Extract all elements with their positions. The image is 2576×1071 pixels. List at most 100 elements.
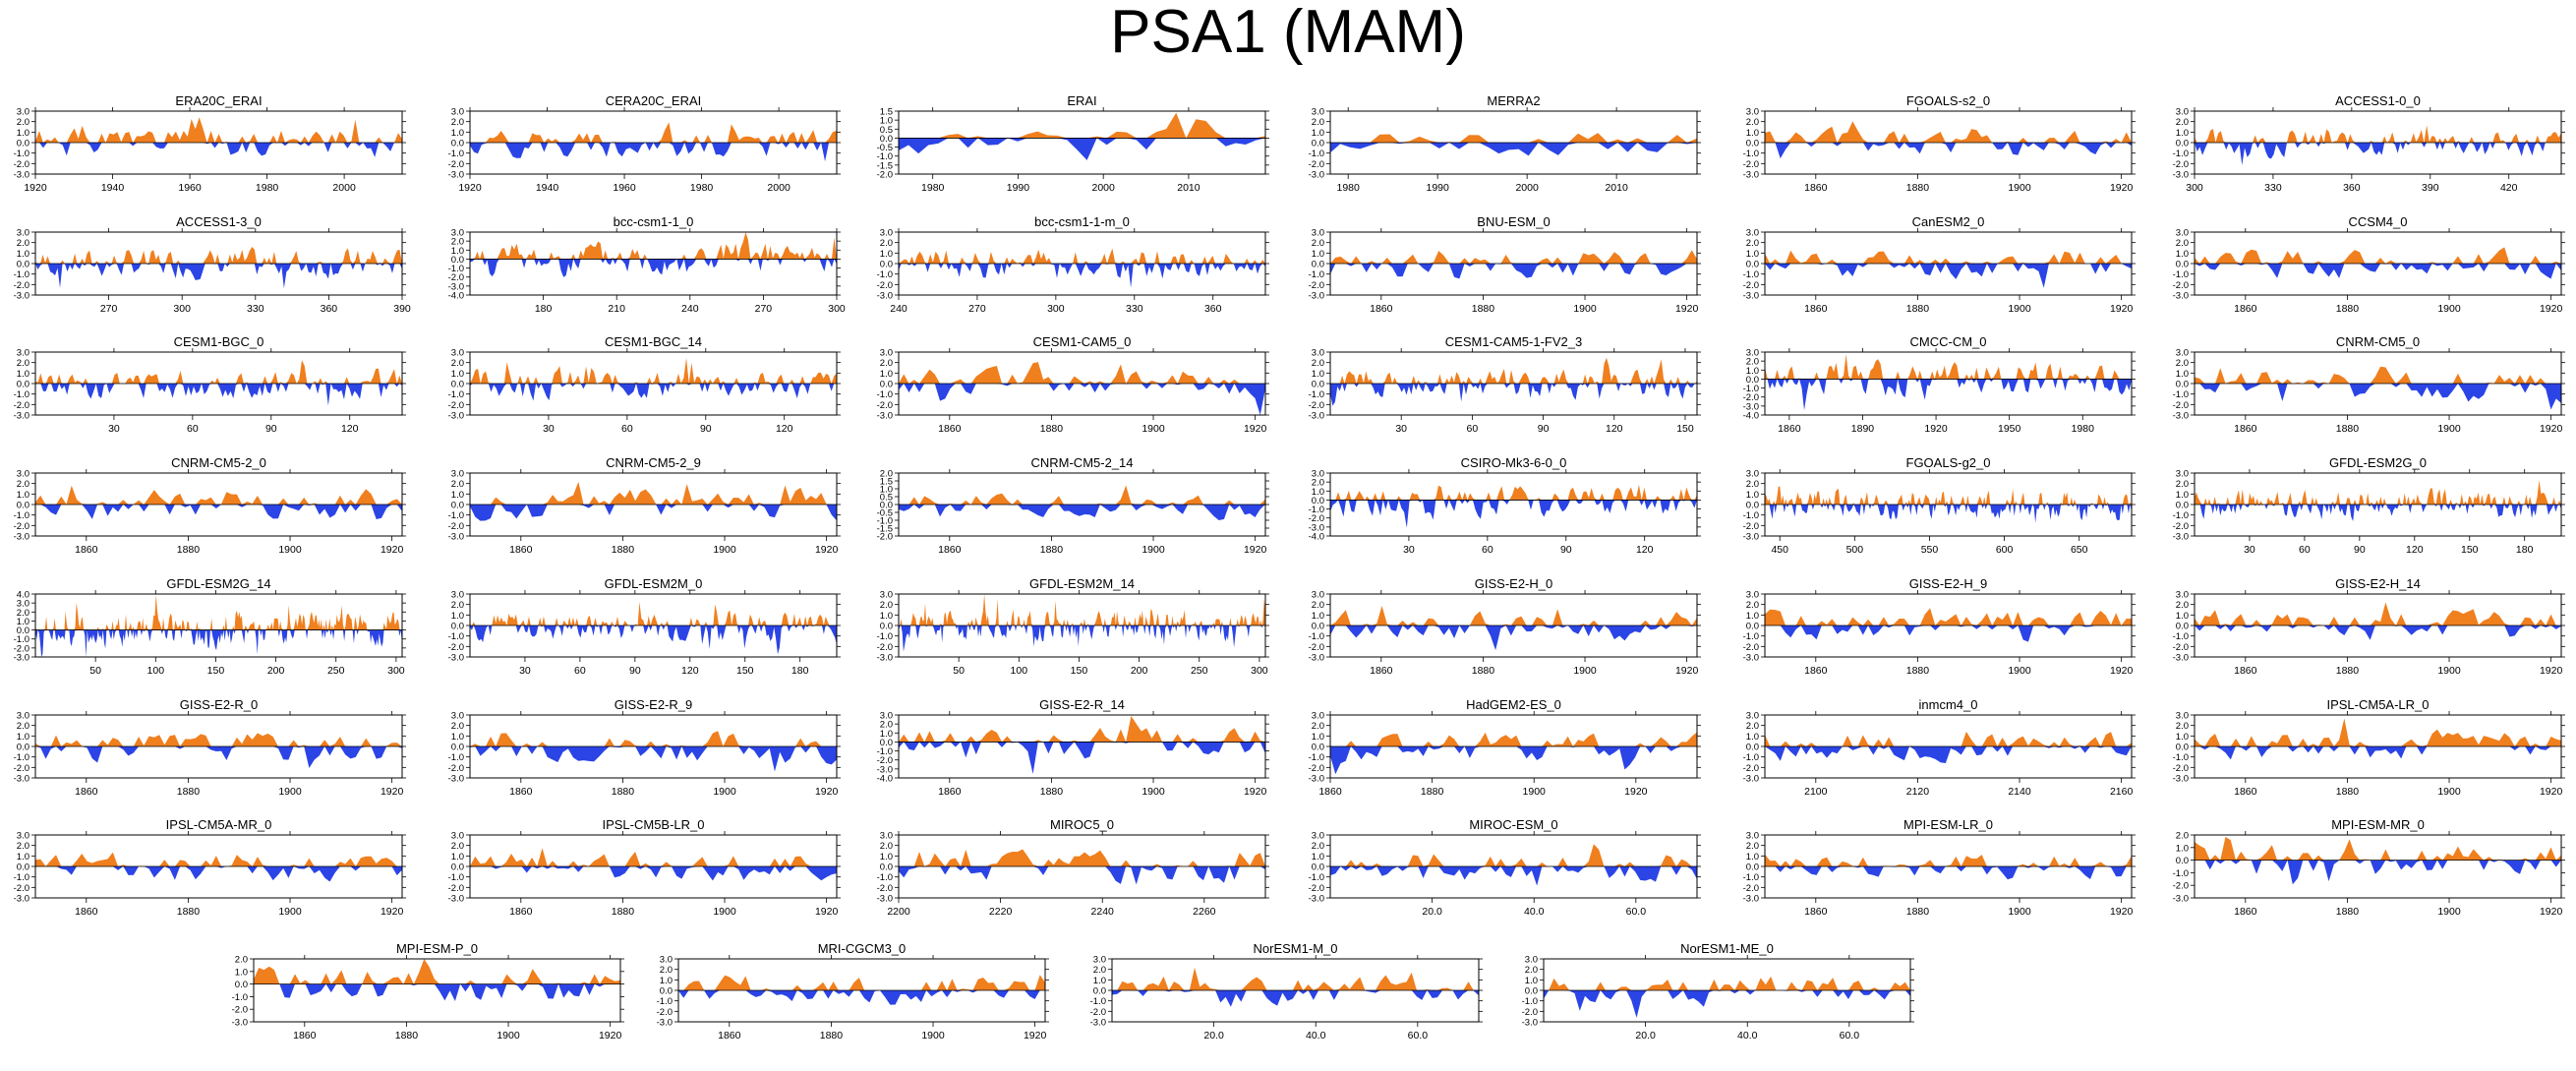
y-tick-label: -3.0 bbox=[1743, 653, 1759, 664]
plot-frame bbox=[2194, 834, 2562, 899]
y-tick-label: 1.0 bbox=[1746, 490, 1759, 501]
x-tick-label: 1880 bbox=[2336, 303, 2360, 315]
negative-area bbox=[470, 746, 837, 772]
x-tick-label: 1920 bbox=[1244, 544, 1267, 556]
x-tick-label: 20.0 bbox=[1422, 906, 1442, 918]
y-tick-label: 3.0 bbox=[1312, 228, 1324, 239]
y-tick-label: 0.0 bbox=[880, 380, 893, 390]
negative-area bbox=[1765, 143, 2132, 159]
panel-CESM1-BGC_14: CESM1-BGC_14 3.02.01.00.0-1.0-2.0-3.0 30 60… bbox=[448, 334, 841, 435]
x-tick-label: 1900 bbox=[1573, 665, 1597, 677]
x-tick-label: 1880 bbox=[177, 544, 201, 556]
panel-title: bcc-csm1-1-m_0 bbox=[1034, 214, 1130, 229]
y-tick-label: -1.0 bbox=[1743, 269, 1759, 280]
y-tick-label: -2.0 bbox=[448, 159, 464, 170]
y-tick-label: 3.0 bbox=[880, 228, 893, 239]
y-tick-label: -1.0 bbox=[877, 269, 893, 280]
y-tick-label: 0.0 bbox=[2176, 856, 2189, 866]
x-tick-label: 1880 bbox=[820, 1030, 844, 1041]
panel-title: CNRM-CM5-2_0 bbox=[171, 455, 266, 470]
y-tick-label: 2.0 bbox=[2176, 238, 2189, 249]
y-tick-label: 2.0 bbox=[1746, 238, 1759, 249]
x-tick-label: 1860 bbox=[2234, 665, 2257, 677]
y-tick-label: 3.0 bbox=[1093, 955, 1106, 966]
panel-title: MPI-ESM-MR_0 bbox=[2331, 817, 2425, 832]
x-tick-label: 150 bbox=[2461, 544, 2479, 556]
y-tick-label: -1.0 bbox=[14, 752, 29, 763]
y-tick-label: 1.0 bbox=[17, 128, 29, 139]
x-tick-label: 150 bbox=[207, 665, 225, 677]
x-tick-label: 1920 bbox=[2110, 906, 2134, 918]
negative-area bbox=[35, 384, 402, 406]
x-tick-label: 1920 bbox=[815, 906, 839, 918]
x-tick-label: 90 bbox=[700, 423, 712, 435]
y-tick-label: -3.0 bbox=[448, 653, 464, 664]
y-tick-label: -2.0 bbox=[1743, 763, 1759, 774]
y-tick-label: 1.0 bbox=[1312, 611, 1324, 622]
x-tick-label: 1900 bbox=[2437, 423, 2461, 435]
positive-area bbox=[678, 975, 1045, 990]
negative-area bbox=[2195, 505, 2561, 522]
y-tick-label: -2.0 bbox=[1309, 159, 1324, 170]
x-tick-label: 1880 bbox=[395, 1030, 419, 1041]
panel-title: MPI-ESM-P_0 bbox=[396, 941, 478, 956]
x-tick-label: 500 bbox=[1846, 544, 1864, 556]
y-tick-label: -1.0 bbox=[877, 872, 893, 883]
x-tick-label: 360 bbox=[321, 303, 338, 315]
panel-IPSL-CM5A-MR_0: IPSL-CM5A-MR_0 3.02.01.00.0-1.0-2.0-3.0 18… bbox=[14, 817, 406, 918]
panel-title: GFDL-ESM2G_14 bbox=[166, 576, 270, 591]
x-tick-label: 1860 bbox=[293, 1030, 317, 1041]
positive-area bbox=[35, 852, 402, 866]
y-tick-label: -3.0 bbox=[2173, 291, 2189, 302]
y-tick-label: -2.0 bbox=[877, 883, 893, 894]
panel-CESM1-BGC_0: CESM1-BGC_0 3.02.01.00.0-1.0-2.0-3.0 30 60 9… bbox=[14, 334, 406, 435]
y-tick-label: 3.0 bbox=[17, 831, 29, 842]
y-tick-label: -3.0 bbox=[2173, 170, 2189, 181]
y-tick-label: 2.0 bbox=[451, 600, 464, 611]
panel-NorESM1-M_0: NorESM1-M_0 3.02.01.00.0-1.0-2.0-3.0 20.0 4… bbox=[1090, 941, 1483, 1041]
y-tick-label: 1.0 bbox=[660, 976, 673, 986]
y-tick-label: -3.0 bbox=[1309, 894, 1324, 905]
panel-CESM1-CAM5_0: CESM1-CAM5_0 3.02.01.00.0-1.0-2.0-3.0 1860… bbox=[877, 334, 1269, 435]
x-tick-label: 1920 bbox=[815, 544, 839, 556]
x-tick-label: 1960 bbox=[613, 182, 636, 194]
positive-area bbox=[899, 594, 1265, 625]
y-tick-label: -3.0 bbox=[877, 764, 893, 775]
x-tick-label: 50 bbox=[89, 665, 101, 677]
y-tick-label: -2.0 bbox=[14, 521, 29, 532]
x-tick-label: 1980 bbox=[921, 182, 945, 194]
y-tick-label: 0.0 bbox=[451, 743, 464, 753]
x-tick-label: 270 bbox=[968, 303, 986, 315]
panel-title: GFDL-ESM2M_14 bbox=[1029, 576, 1135, 591]
positive-area bbox=[2195, 602, 2561, 625]
y-tick-label: -2.0 bbox=[877, 532, 893, 543]
positive-area bbox=[1544, 976, 1910, 990]
x-tick-label: 50 bbox=[953, 665, 965, 677]
y-tick-label: 0.0 bbox=[2176, 380, 2189, 390]
y-tick-label: 1.0 bbox=[880, 611, 893, 622]
x-tick-label: 90 bbox=[265, 423, 277, 435]
y-tick-label: 2.0 bbox=[451, 721, 464, 732]
y-tick-label: -2.0 bbox=[14, 883, 29, 894]
y-tick-label: 3.0 bbox=[17, 599, 29, 610]
y-tick-label: 2.0 bbox=[1312, 238, 1324, 249]
y-tick-label: -1.0 bbox=[14, 269, 29, 280]
x-tick-label: 180 bbox=[2516, 544, 2534, 556]
x-tick-label: 1900 bbox=[278, 544, 302, 556]
x-tick-label: 1860 bbox=[718, 1030, 741, 1041]
y-tick-label: 2.0 bbox=[1312, 358, 1324, 369]
negative-area bbox=[470, 143, 837, 162]
x-tick-label: 150 bbox=[1676, 423, 1694, 435]
panel-title: CESM1-CAM5_0 bbox=[1033, 334, 1132, 349]
panel-CNRM-CM5-2_14: CNRM-CM5-2_14 2.01.51.00.50.0-0.5-1.0-1.5… bbox=[877, 455, 1269, 556]
y-tick-label: 3.0 bbox=[1746, 590, 1759, 601]
y-tick-label: 3.0 bbox=[2176, 469, 2189, 480]
y-tick-label: 3.0 bbox=[17, 711, 29, 722]
x-tick-label: 1890 bbox=[1851, 423, 1875, 435]
y-tick-label: -2.0 bbox=[2173, 159, 2189, 170]
y-tick-label: 4.0 bbox=[17, 590, 29, 601]
y-tick-label: 0.0 bbox=[1312, 743, 1324, 753]
y-tick-label: 3.0 bbox=[1312, 348, 1324, 359]
y-tick-label: -2.0 bbox=[1743, 159, 1759, 170]
x-tick-label: 1920 bbox=[1244, 423, 1267, 435]
